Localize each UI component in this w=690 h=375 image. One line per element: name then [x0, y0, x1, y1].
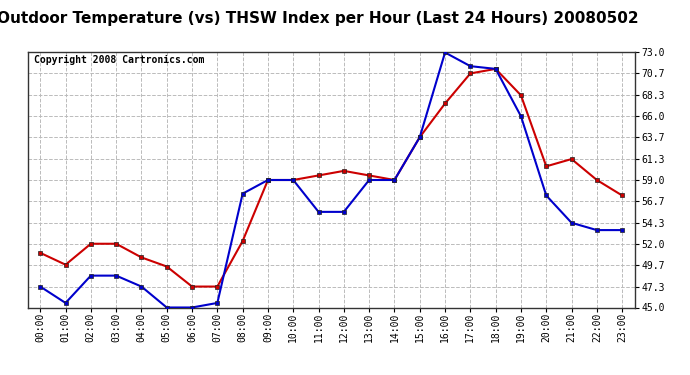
- Text: Outdoor Temperature (vs) THSW Index per Hour (Last 24 Hours) 20080502: Outdoor Temperature (vs) THSW Index per …: [0, 11, 638, 26]
- Text: Copyright 2008 Cartronics.com: Copyright 2008 Cartronics.com: [34, 55, 204, 65]
